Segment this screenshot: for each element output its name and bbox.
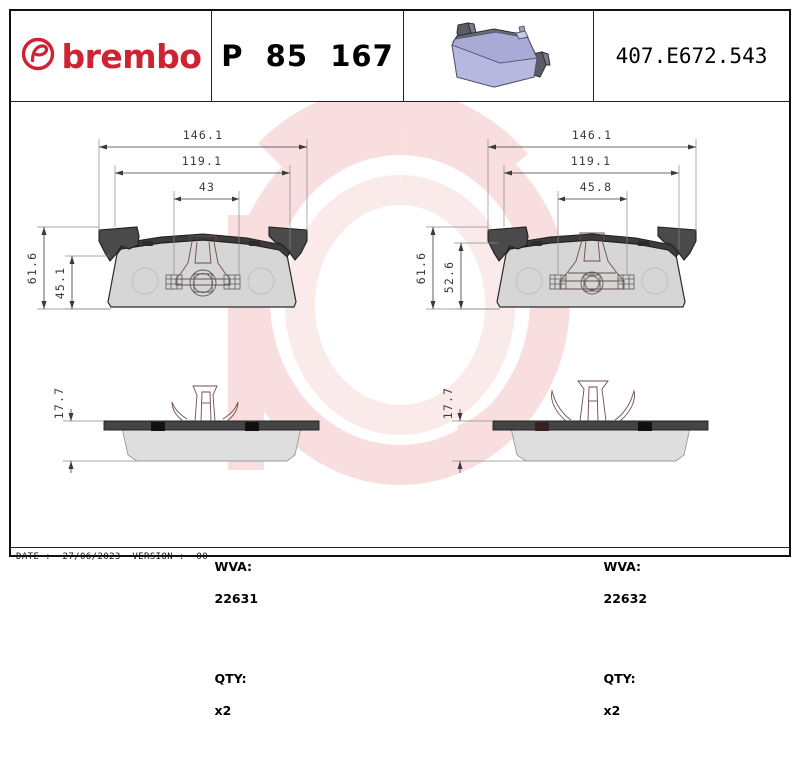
left-qty-label: QTY: [214,671,247,686]
datasheet-page: brembo P 85 167 [9,9,791,718]
left-wva-value: 22631 [214,591,259,606]
right-wva-value: 22632 [603,591,648,606]
dim-thickness-right: 17.7 [441,387,455,420]
brembo-monogram-icon [21,37,55,75]
right-qty-value: x2 [603,703,621,718]
reference-code-cell: 407.E672.543 [593,11,789,101]
dim-inner-width-right: 119.1 [571,154,612,168]
reference-code: 407.E672.543 [615,44,768,68]
header-bar: brembo P 85 167 [11,11,789,101]
right-qty-label: QTY: [603,671,636,686]
dim-thickness-left: 17.7 [52,387,66,420]
footer-divider [11,547,789,548]
dim-overall-width-right: 146.1 [572,128,613,142]
part-code-cell: P 85 167 [211,11,403,101]
left-pad-views: 146.1 119.1 43 [11,103,400,718]
drawing-area: 146.1 119.1 43 [11,103,789,718]
left-qty-value: x2 [214,703,232,718]
brand-name: brembo [61,36,202,76]
part-code: P 85 167 [221,39,394,73]
right-pad-views: 146.1 119.1 45.8 61.6 [400,103,789,718]
header-divider [11,101,789,102]
dim-friction-height-right: 52.6 [442,261,456,294]
brake-pad-3d-render-icon [424,11,574,101]
footer-date-version: DATE : 27/06/2023 VERSION : 00 [16,552,209,562]
dim-overall-height-right: 61.6 [414,252,428,285]
brand-logo-cell: brembo [11,11,211,101]
dim-center-feature-width-right: 45.8 [580,180,613,194]
dim-overall-height-left: 61.6 [25,252,39,285]
dim-overall-width-left: 146.1 [183,128,224,142]
dim-inner-width-left: 119.1 [182,154,223,168]
dim-center-feature-width-left: 43 [199,180,215,194]
product-image-cell [403,11,593,101]
dim-friction-height-left: 45.1 [53,267,67,300]
